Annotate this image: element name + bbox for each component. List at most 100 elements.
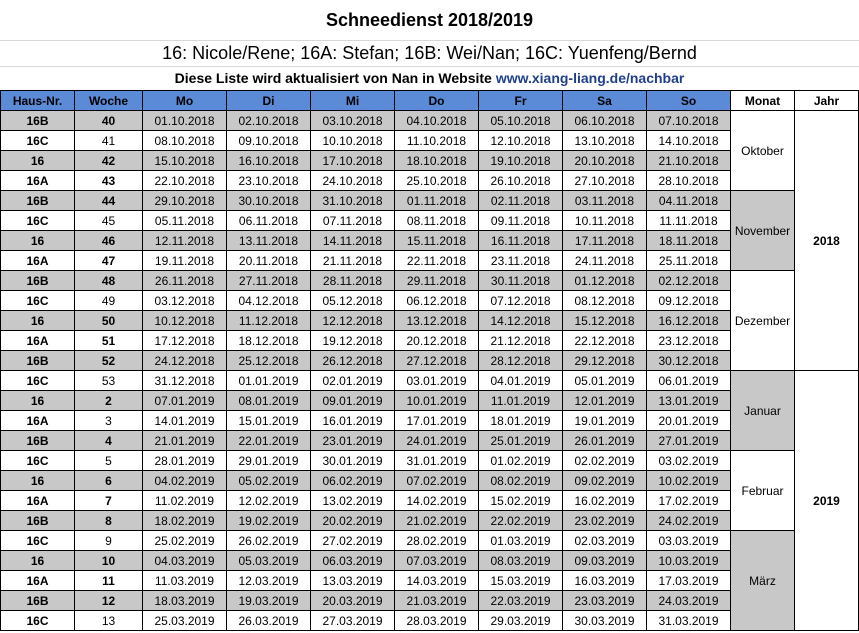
date-cell[interactable]: 23.01.2019 [310, 430, 395, 451]
date-cell[interactable]: 31.01.2019 [394, 450, 479, 471]
week-cell[interactable]: 9 [74, 530, 143, 551]
year-cell[interactable]: 2019 [794, 370, 859, 631]
date-cell[interactable]: 20.12.2018 [394, 330, 479, 351]
date-cell[interactable]: 01.02.2019 [478, 450, 563, 471]
date-cell[interactable]: 04.01.2019 [478, 370, 563, 391]
house-cell[interactable]: 16 [0, 390, 75, 411]
date-cell[interactable]: 30.12.2018 [646, 350, 731, 371]
date-cell[interactable]: 09.03.2019 [562, 550, 647, 571]
date-cell[interactable]: 06.12.2018 [394, 290, 479, 311]
date-cell[interactable]: 21.10.2018 [646, 150, 731, 171]
house-cell[interactable]: 16C [0, 130, 75, 151]
date-cell[interactable]: 01.12.2018 [562, 270, 647, 291]
date-cell[interactable]: 04.11.2018 [646, 190, 731, 211]
week-cell[interactable]: 6 [74, 470, 143, 491]
date-cell[interactable]: 22.02.2019 [478, 510, 563, 531]
date-cell[interactable]: 08.10.2018 [142, 130, 227, 151]
week-cell[interactable]: 45 [74, 210, 143, 231]
date-cell[interactable]: 18.10.2018 [394, 150, 479, 171]
date-cell[interactable]: 19.03.2019 [226, 590, 311, 611]
date-cell[interactable]: 11.02.2019 [142, 490, 227, 511]
week-cell[interactable]: 44 [74, 190, 143, 211]
date-cell[interactable]: 06.03.2019 [310, 550, 395, 571]
date-cell[interactable]: 11.12.2018 [226, 310, 311, 331]
date-cell[interactable]: 06.01.2019 [646, 370, 731, 391]
week-cell[interactable]: 48 [74, 270, 143, 291]
date-cell[interactable]: 05.10.2018 [478, 110, 563, 131]
date-cell[interactable]: 09.02.2019 [562, 470, 647, 491]
house-cell[interactable]: 16C [0, 610, 75, 631]
date-cell[interactable]: 12.10.2018 [478, 130, 563, 151]
house-cell[interactable]: 16A [0, 410, 75, 431]
date-cell[interactable]: 17.10.2018 [310, 150, 395, 171]
date-cell[interactable]: 15.12.2018 [562, 310, 647, 331]
week-cell[interactable]: 50 [74, 310, 143, 331]
date-cell[interactable]: 22.10.2018 [142, 170, 227, 191]
house-cell[interactable]: 16 [0, 310, 75, 331]
date-cell[interactable]: 18.01.2019 [478, 410, 563, 431]
date-cell[interactable]: 05.11.2018 [142, 210, 227, 231]
date-cell[interactable]: 15.02.2019 [478, 490, 563, 511]
date-cell[interactable]: 14.12.2018 [478, 310, 563, 331]
date-cell[interactable]: 15.01.2019 [226, 410, 311, 431]
date-cell[interactable]: 17.03.2019 [646, 570, 731, 591]
date-cell[interactable]: 19.12.2018 [310, 330, 395, 351]
date-cell[interactable]: 24.01.2019 [394, 430, 479, 451]
house-cell[interactable]: 16B [0, 510, 75, 531]
date-cell[interactable]: 29.01.2019 [226, 450, 311, 471]
date-cell[interactable]: 04.10.2018 [394, 110, 479, 131]
date-cell[interactable]: 03.02.2019 [646, 450, 731, 471]
date-cell[interactable]: 22.03.2019 [478, 590, 563, 611]
date-cell[interactable]: 13.01.2019 [646, 390, 731, 411]
date-cell[interactable]: 16.11.2018 [478, 230, 563, 251]
date-cell[interactable]: 20.10.2018 [562, 150, 647, 171]
date-cell[interactable]: 19.01.2019 [562, 410, 647, 431]
date-cell[interactable]: 21.11.2018 [310, 250, 395, 271]
month-cell[interactable]: Februar [730, 450, 795, 531]
date-cell[interactable]: 07.01.2019 [142, 390, 227, 411]
date-cell[interactable]: 15.03.2019 [478, 570, 563, 591]
date-cell[interactable]: 23.10.2018 [226, 170, 311, 191]
date-cell[interactable]: 12.01.2019 [562, 390, 647, 411]
date-cell[interactable]: 22.01.2019 [226, 430, 311, 451]
date-cell[interactable]: 26.11.2018 [142, 270, 227, 291]
date-cell[interactable]: 26.03.2019 [226, 610, 311, 631]
date-cell[interactable]: 06.10.2018 [562, 110, 647, 131]
date-cell[interactable]: 11.03.2019 [142, 570, 227, 591]
date-cell[interactable]: 03.03.2019 [646, 530, 731, 551]
house-cell[interactable]: 16C [0, 210, 75, 231]
date-cell[interactable]: 28.03.2019 [394, 610, 479, 631]
house-cell[interactable]: 16B [0, 270, 75, 291]
date-cell[interactable]: 07.10.2018 [646, 110, 731, 131]
house-cell[interactable]: 16C [0, 530, 75, 551]
house-cell[interactable]: 16B [0, 110, 75, 131]
date-cell[interactable]: 23.03.2019 [562, 590, 647, 611]
date-cell[interactable]: 21.03.2019 [394, 590, 479, 611]
date-cell[interactable]: 07.12.2018 [478, 290, 563, 311]
week-cell[interactable]: 13 [74, 610, 143, 631]
date-cell[interactable]: 01.11.2018 [394, 190, 479, 211]
date-cell[interactable]: 27.11.2018 [226, 270, 311, 291]
date-cell[interactable]: 13.11.2018 [226, 230, 311, 251]
date-cell[interactable]: 11.11.2018 [646, 210, 731, 231]
month-cell[interactable]: Dezember [730, 270, 795, 371]
date-cell[interactable]: 18.02.2019 [142, 510, 227, 531]
date-cell[interactable]: 29.03.2019 [478, 610, 563, 631]
house-cell[interactable]: 16B [0, 590, 75, 611]
date-cell[interactable]: 08.01.2019 [226, 390, 311, 411]
date-cell[interactable]: 09.01.2019 [310, 390, 395, 411]
date-cell[interactable]: 06.02.2019 [310, 470, 395, 491]
date-cell[interactable]: 03.10.2018 [310, 110, 395, 131]
house-cell[interactable]: 16C [0, 290, 75, 311]
house-cell[interactable]: 16A [0, 570, 75, 591]
week-cell[interactable]: 46 [74, 230, 143, 251]
week-cell[interactable]: 51 [74, 330, 143, 351]
date-cell[interactable]: 02.11.2018 [478, 190, 563, 211]
house-cell[interactable]: 16A [0, 170, 75, 191]
date-cell[interactable]: 02.01.2019 [310, 370, 395, 391]
week-cell[interactable]: 4 [74, 430, 143, 451]
date-cell[interactable]: 24.11.2018 [562, 250, 647, 271]
house-cell[interactable]: 16 [0, 230, 75, 251]
house-cell[interactable]: 16A [0, 250, 75, 271]
date-cell[interactable]: 21.01.2019 [142, 430, 227, 451]
